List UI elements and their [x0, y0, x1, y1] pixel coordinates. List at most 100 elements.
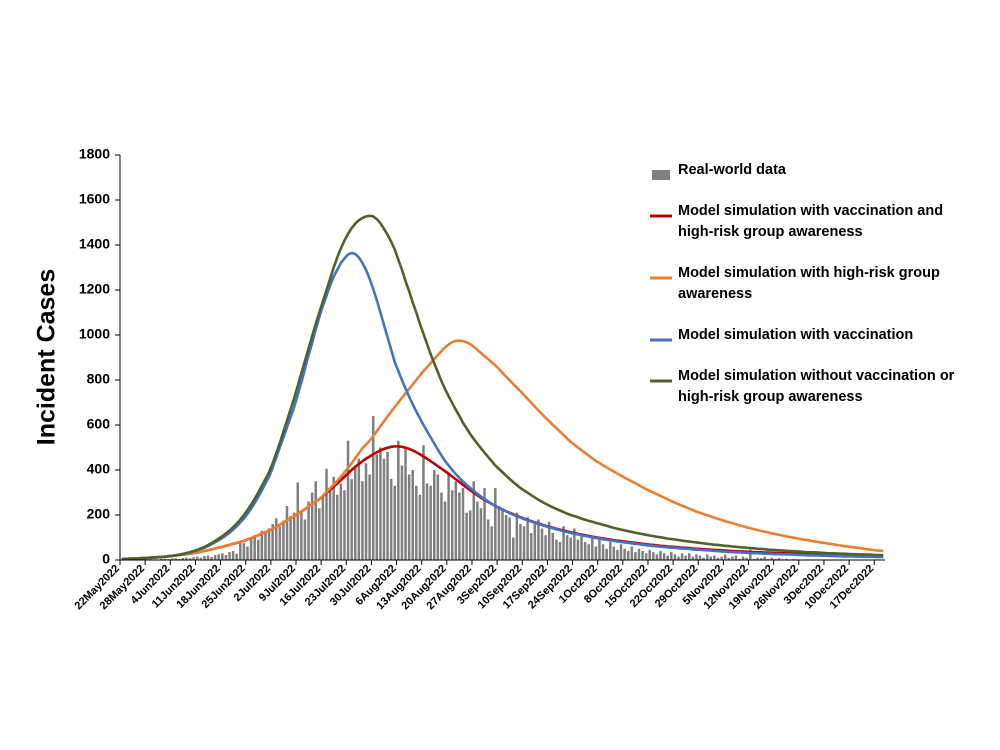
y-axis-title: Incident Cases: [33, 269, 61, 445]
bar: [709, 556, 713, 560]
bar: [738, 558, 741, 560]
bar: [260, 530, 264, 560]
line: [121, 251, 884, 561]
bar: [307, 501, 310, 560]
legend-label: Model simulation with vaccination and hi…: [678, 203, 944, 240]
bar: [537, 519, 540, 560]
bar: [476, 501, 479, 560]
bar: [339, 483, 343, 560]
bar: [429, 485, 432, 560]
bar: [328, 488, 332, 560]
bar: [641, 551, 644, 560]
bar: [178, 558, 181, 560]
bar: [314, 481, 317, 560]
legend-label: Model simulation with high-risk group aw…: [678, 265, 940, 302]
bar: [404, 447, 407, 560]
legend-label: Model simulation without vaccination or …: [678, 368, 955, 405]
bar: [565, 535, 569, 560]
bar: [734, 555, 738, 560]
bar: [195, 556, 199, 560]
bar: [526, 517, 529, 560]
bar: [591, 537, 594, 560]
legend-swatch: [650, 214, 672, 218]
legend-label: Real-world data: [678, 162, 786, 178]
bar: [774, 558, 777, 560]
bar: [684, 555, 687, 560]
bar: [659, 551, 662, 560]
bar: [447, 474, 450, 560]
bar: [612, 546, 616, 560]
bar: [634, 552, 637, 560]
bar: [357, 458, 361, 560]
bar: [522, 526, 526, 560]
bar: [497, 506, 501, 560]
bar: [784, 558, 788, 560]
bar: [174, 558, 177, 560]
bar: [677, 556, 680, 560]
bar: [695, 554, 698, 560]
bar: [350, 479, 353, 560]
bar: [458, 492, 461, 560]
bar: [486, 519, 490, 560]
bar: [310, 492, 314, 560]
bar: [440, 492, 443, 560]
bar: [763, 556, 766, 560]
bar: [160, 558, 163, 560]
bar: [587, 544, 590, 560]
bar: [199, 557, 203, 560]
bar: [580, 535, 583, 560]
bar: [655, 554, 659, 560]
bar: [422, 445, 425, 560]
bar: [731, 556, 734, 560]
bar: [325, 468, 328, 560]
bar: [705, 554, 709, 560]
bar: [752, 558, 756, 560]
bar: [616, 549, 619, 560]
bar: [443, 501, 447, 560]
bar: [720, 556, 723, 560]
bar: [271, 524, 274, 560]
bar: [450, 490, 454, 560]
bar: [619, 544, 623, 560]
bar: [393, 485, 397, 560]
bar: [231, 551, 235, 560]
bar: [512, 537, 515, 560]
legend-swatch: [650, 379, 672, 383]
bar: [666, 555, 669, 560]
bar: [371, 416, 375, 560]
bar: [749, 549, 752, 560]
bar: [680, 553, 684, 560]
bar: [529, 533, 533, 560]
bar: [741, 556, 745, 560]
bar: [652, 552, 655, 560]
bar: [192, 557, 195, 560]
bar: [723, 554, 727, 560]
bar: [540, 528, 544, 560]
y-tick-label: 400: [87, 461, 111, 477]
bar: [569, 537, 572, 560]
bar: [533, 524, 537, 560]
bar: [713, 555, 716, 560]
y-tick-label: 1200: [79, 281, 110, 297]
bar: [235, 553, 238, 560]
bar: [727, 557, 731, 560]
bar: [637, 548, 641, 560]
bar: [364, 463, 368, 560]
bar: [436, 474, 440, 560]
bar: [576, 539, 580, 560]
bar: [318, 508, 321, 560]
bar: [188, 558, 192, 560]
line: [121, 339, 884, 561]
legend-swatch: [652, 170, 670, 180]
bar: [608, 542, 612, 560]
bar: [698, 555, 702, 560]
bar: [777, 558, 781, 560]
bar: [321, 497, 325, 560]
bar: [163, 558, 167, 560]
bar: [483, 488, 486, 560]
bar: [551, 533, 555, 560]
legend-label: Model simulation with vaccination: [678, 327, 914, 343]
bar: [688, 553, 691, 560]
bar: [267, 528, 271, 560]
